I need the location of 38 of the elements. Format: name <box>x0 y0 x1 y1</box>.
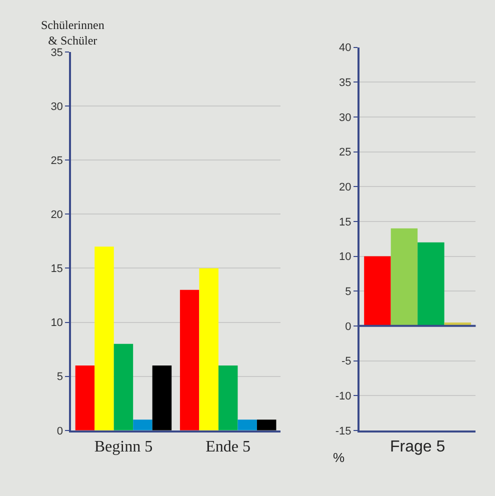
bar <box>390 228 418 326</box>
y-tick-label: 10 <box>50 317 63 330</box>
y-tick-label: 5 <box>56 371 63 384</box>
bar <box>364 256 391 326</box>
y-tick-label: 15 <box>339 216 352 228</box>
y-tick-label: 35 <box>50 46 63 59</box>
y-tick-label: 10 <box>339 251 352 264</box>
x-tick-label: Frage 5 <box>390 438 446 456</box>
y-tick-label: -10 <box>335 390 352 402</box>
y-tick-label: 25 <box>50 154 63 167</box>
y-tick-label: 0 <box>345 320 352 333</box>
y-tick-label: 40 <box>339 42 352 54</box>
bar <box>418 242 444 326</box>
bar <box>152 366 172 430</box>
y-axis-title: Schülerinnen & Schüler <box>41 18 104 48</box>
bar <box>180 290 200 430</box>
x-tick-label: Beginn 5 <box>94 438 153 456</box>
bar <box>218 366 238 430</box>
bar <box>133 420 152 430</box>
bar <box>94 246 114 430</box>
y-tick-label: 30 <box>339 112 352 124</box>
y-tick-label: 25 <box>339 146 352 159</box>
x-tick-label: Ende 5 <box>206 438 251 456</box>
y-tick-label: 15 <box>50 263 63 276</box>
bar <box>75 366 95 430</box>
y-tick-label: 0 <box>56 425 63 438</box>
y-tick-label: -5 <box>341 356 352 368</box>
bar <box>199 268 218 430</box>
y-tick-label: 35 <box>339 77 352 90</box>
y-tick-label: 20 <box>50 208 63 221</box>
bar <box>114 344 134 430</box>
y-tick-label: 30 <box>50 100 63 113</box>
y-axis-title: % <box>333 450 345 465</box>
y-tick-label: 20 <box>339 182 352 194</box>
bar <box>238 420 257 430</box>
y-tick-label: -15 <box>335 425 352 438</box>
bar <box>256 420 276 430</box>
y-tick-label: 5 <box>345 286 352 298</box>
